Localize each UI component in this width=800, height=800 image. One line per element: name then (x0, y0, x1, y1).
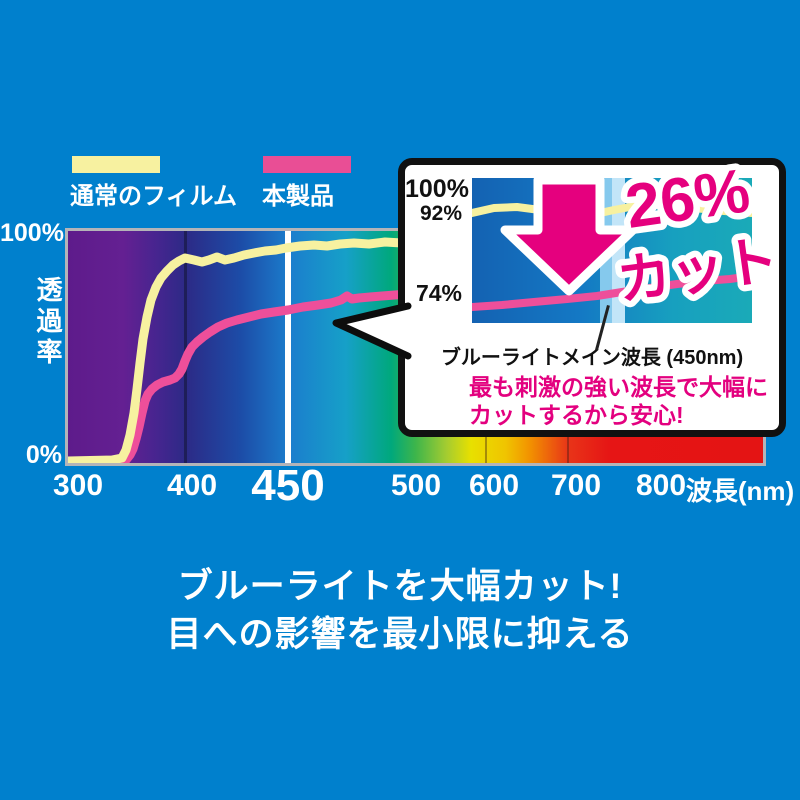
headline-line2: 目への影響を最小限に抑える (166, 615, 634, 654)
headline-line1: ブルーライトを大幅カット! (177, 567, 623, 606)
legend-swatch-product (263, 156, 351, 173)
callout-box: 100% 92% 74% 26% カット ブルーライトメイン波長 (450nm)… (398, 158, 789, 437)
y-axis-label-0: 0% (25, 441, 62, 469)
product-curve (68, 289, 413, 463)
legend-swatch-normal-film (72, 156, 160, 173)
x-axis-unit-label: 波長(nm) (685, 476, 795, 506)
callout-level-92: 92% (419, 202, 462, 225)
headline: ブルーライトを大幅カット! 目への影響を最小限に抑える (0, 563, 800, 659)
wavelength-note: ブルーライトメイン波長 (450nm) (440, 347, 744, 369)
cut-word-text: カット (613, 230, 782, 312)
x-axis-label-500: 500 (390, 469, 442, 502)
x-axis-label-400: 400 (166, 469, 218, 502)
x-axis-label-450: 450 (251, 461, 325, 510)
safety-note-line2: カットするから安心! (469, 402, 684, 428)
normal-film-curve (68, 237, 407, 463)
callout-level-100: 100% (405, 175, 469, 203)
y-axis-label-100: 100% (0, 219, 64, 247)
y-axis-title: 透過率 (33, 276, 63, 369)
gridline-400nm (184, 231, 187, 463)
legend-label-normal-film: 通常のフィルム (70, 183, 238, 210)
x-axis-label-600: 600 (468, 469, 520, 502)
mini-normal-film-curve (472, 201, 752, 218)
mini-chart-graphics (472, 178, 752, 323)
down-arrow-icon (500, 178, 638, 296)
x-axis-label-800: 800 (635, 469, 687, 502)
cut-value-text: 26% (621, 163, 753, 242)
safety-note-line1: 最も刺激の強い波長で大幅に (469, 374, 768, 400)
legend-label-product: 本製品 (262, 183, 334, 210)
x-axis-label-300: 300 (52, 469, 104, 502)
cut-percentage-graphic: 26% カット (607, 163, 789, 318)
callout-mini-chart (472, 178, 752, 323)
callout-tail (332, 302, 412, 360)
x-axis-label-700: 700 (550, 469, 602, 502)
gridline-450nm (285, 231, 291, 463)
band-450nm-highlight (612, 178, 625, 323)
transmittance-curves (68, 237, 413, 463)
callout-level-74: 74% (415, 280, 462, 306)
callout-tail-shape (332, 302, 412, 360)
mini-product-curve (472, 272, 752, 311)
